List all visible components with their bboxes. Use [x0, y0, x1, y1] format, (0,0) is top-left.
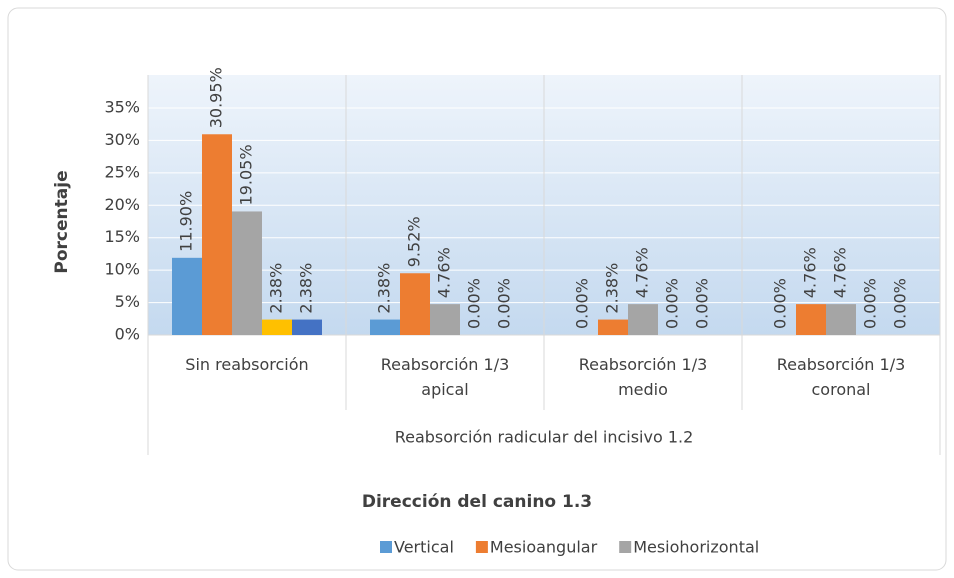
- data-label: 2.38%: [375, 263, 394, 314]
- bar: [598, 319, 628, 335]
- data-label: 2.38%: [267, 263, 286, 314]
- bar: [400, 273, 430, 335]
- data-label: 4.76%: [435, 247, 454, 298]
- x-tick-label: Reabsorción 1/3 coronal: [776, 355, 906, 399]
- data-label: 0.00%: [891, 278, 910, 329]
- y-tick-label: 30%: [104, 130, 140, 149]
- legend-swatch: [619, 541, 632, 553]
- data-label: 4.76%: [801, 247, 820, 298]
- y-tick-label: 5%: [115, 292, 140, 311]
- bar: [370, 319, 400, 335]
- y-tick-label: 0%: [115, 325, 140, 344]
- data-label: 0.00%: [861, 278, 880, 329]
- y-tick-label: 20%: [104, 195, 140, 214]
- data-label: 9.52%: [405, 216, 424, 267]
- data-label: 2.38%: [297, 263, 316, 314]
- data-label: 0.00%: [465, 278, 484, 329]
- legend-swatch: [475, 541, 488, 553]
- y-tick-label: 25%: [104, 162, 140, 181]
- bar: [628, 304, 658, 335]
- legend-label: Vertical: [394, 538, 454, 557]
- y-tick-label: 35%: [104, 98, 140, 117]
- legend-swatch: [380, 541, 392, 553]
- legend-label: Mesiohorizontal: [633, 538, 759, 557]
- bar: [430, 304, 460, 335]
- data-label: 30.95%: [207, 67, 226, 128]
- x-tick-label: Sin reabsorción: [185, 355, 309, 374]
- bar: [202, 134, 232, 335]
- y-axis-title: Porcentaje: [52, 170, 72, 273]
- data-label: 0.00%: [573, 278, 592, 329]
- data-label: 0.00%: [771, 278, 790, 329]
- bar: [826, 304, 856, 335]
- data-label: 0.00%: [693, 278, 712, 329]
- x-tick-label: Reabsorción 1/3 apical: [380, 355, 510, 399]
- data-label: 0.00%: [663, 278, 682, 329]
- data-label: 0.00%: [495, 278, 514, 329]
- bar: [232, 211, 262, 335]
- y-tick-label: 10%: [104, 260, 140, 279]
- y-tick-label: 15%: [104, 227, 140, 246]
- data-label: 11.90%: [177, 191, 196, 252]
- bar: [796, 304, 826, 335]
- legend-label: Mesioangular: [490, 538, 598, 557]
- data-label: 19.05%: [237, 144, 256, 205]
- bar: [262, 319, 292, 335]
- data-label: 4.76%: [633, 247, 652, 298]
- x-tick-label: Reabsorción 1/3 medio: [578, 355, 708, 399]
- data-label: 2.38%: [603, 263, 622, 314]
- data-label: 4.76%: [831, 247, 850, 298]
- bar: [292, 319, 322, 335]
- chart-title: Dirección del canino 1.3: [362, 492, 592, 512]
- bar: [172, 257, 202, 335]
- x-axis-title: Reabsorción radicular del incisivo 1.2: [395, 428, 694, 447]
